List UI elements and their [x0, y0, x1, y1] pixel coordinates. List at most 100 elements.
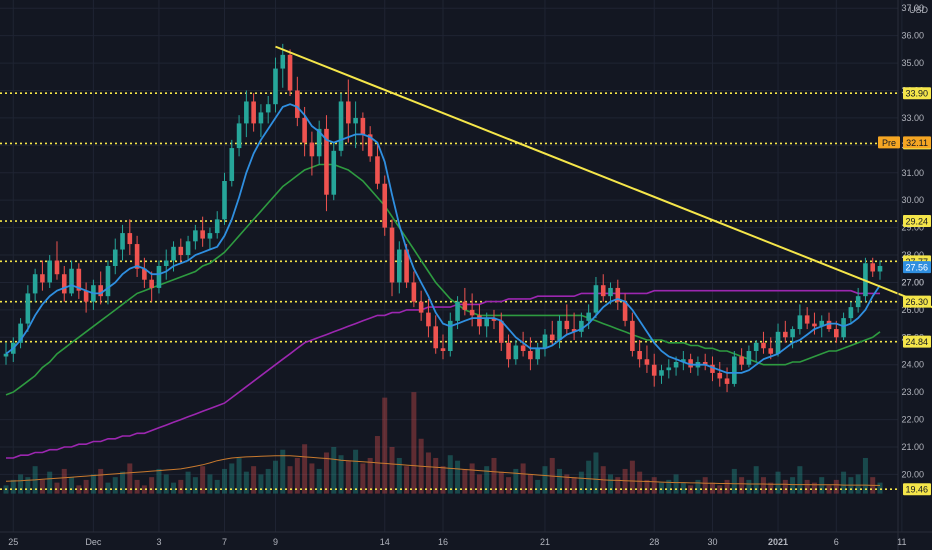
- candle-body: [571, 329, 577, 332]
- volume-bar: [790, 477, 796, 494]
- volume-bar: [309, 463, 315, 494]
- volume-bar: [39, 479, 45, 494]
- candle-body: [265, 104, 271, 113]
- pre-market-label: Pre: [882, 138, 896, 148]
- candle-body: [273, 68, 278, 105]
- volume-bar: [775, 471, 781, 494]
- y-tick-label: 20.00: [901, 469, 924, 479]
- candle-body: [120, 233, 125, 250]
- candle-body: [440, 348, 446, 352]
- volume-bar: [134, 479, 140, 494]
- candle-body: [746, 351, 752, 365]
- candle-body: [702, 361, 708, 365]
- volume-bar: [236, 457, 242, 494]
- candle-body: [32, 274, 38, 294]
- y-tick-label: 28.00: [901, 250, 924, 260]
- candle-body: [258, 112, 264, 124]
- level-price-badge-background: [903, 335, 931, 348]
- x-tick-label: 25: [8, 537, 18, 547]
- volume-bar: [680, 482, 686, 494]
- volume-moving-average-line: [5, 455, 880, 486]
- x-tick-label: 11: [897, 537, 906, 547]
- volume-bar: [54, 482, 60, 494]
- volume-bar: [520, 463, 526, 494]
- x-tick-label: Dec: [85, 537, 102, 547]
- candle-body: [244, 101, 249, 124]
- candle-body: [768, 348, 774, 354]
- volume-bar: [389, 446, 395, 494]
- volume-bar: [382, 397, 388, 494]
- candle-body: [287, 54, 293, 91]
- candle-body: [870, 263, 876, 272]
- y-tick-label: 37.00: [901, 3, 924, 13]
- volume-bar: [178, 479, 184, 494]
- candle-body: [382, 183, 388, 228]
- volume-bar: [804, 479, 810, 494]
- candle-body: [484, 318, 489, 327]
- candle-body: [171, 246, 176, 261]
- y-tick-label: 26.00: [901, 305, 924, 315]
- candle-body: [316, 128, 322, 157]
- volume-bar: [498, 471, 504, 494]
- descending-trendline: [275, 45, 932, 309]
- volume-bar: [768, 482, 774, 494]
- candle-body: [790, 329, 795, 338]
- candle-body: [826, 320, 832, 330]
- candle-body: [761, 342, 766, 349]
- candle-body: [608, 287, 613, 297]
- volume-bar: [265, 468, 271, 494]
- candle-body: [804, 315, 810, 324]
- candle-body: [462, 301, 468, 310]
- candle-body: [717, 372, 723, 379]
- y-tick-label: 27.00: [901, 277, 924, 287]
- y-tick-label: 31.00: [901, 168, 924, 178]
- candle-body: [593, 285, 599, 313]
- volume-bar: [25, 477, 31, 494]
- candle-body: [659, 370, 664, 376]
- volume-bar: [61, 468, 67, 494]
- candle-body: [783, 331, 788, 338]
- volume-bar: [659, 482, 664, 494]
- level-price-badge: 33.90: [905, 89, 928, 99]
- volume-bar: [527, 474, 533, 494]
- volume-bar: [316, 468, 322, 494]
- volume-bar: [353, 449, 359, 494]
- volume-bar: [229, 463, 235, 494]
- candle-body: [841, 318, 846, 338]
- volume-bar: [163, 474, 169, 494]
- y-tick-label: 23.00: [901, 387, 924, 397]
- candle-body: [477, 315, 482, 327]
- candle-body: [775, 331, 781, 354]
- candle-body: [367, 134, 373, 157]
- volume-bar: [476, 474, 482, 494]
- volume-bar: [156, 468, 162, 494]
- candle-body: [549, 334, 555, 341]
- candle-body: [236, 123, 242, 149]
- candle-body: [673, 361, 679, 368]
- candle-body: [98, 285, 103, 297]
- volume-bar: [18, 474, 24, 494]
- candle-body: [149, 279, 154, 288]
- volume-bar: [287, 466, 293, 494]
- x-tick-label: 16: [438, 537, 448, 547]
- volume-bar: [425, 452, 431, 494]
- level-price-badge: 26.30: [905, 297, 928, 307]
- volume-bar: [258, 474, 264, 494]
- volume-bar: [171, 482, 177, 494]
- volume-bar: [564, 474, 570, 494]
- candle-body: [586, 312, 591, 321]
- volume-bar: [192, 477, 198, 494]
- volume-bar: [637, 471, 643, 494]
- volume-bar: [10, 479, 16, 494]
- candle-body: [76, 268, 82, 291]
- candle-body: [156, 266, 162, 288]
- volume-bar: [120, 471, 126, 494]
- y-tick-label: 29.00: [901, 223, 924, 233]
- volume-bar: [724, 479, 730, 494]
- candle-body: [229, 148, 235, 181]
- level-price-badge-background: [903, 295, 931, 308]
- volume-bar: [731, 468, 737, 494]
- volume-bar: [83, 479, 89, 494]
